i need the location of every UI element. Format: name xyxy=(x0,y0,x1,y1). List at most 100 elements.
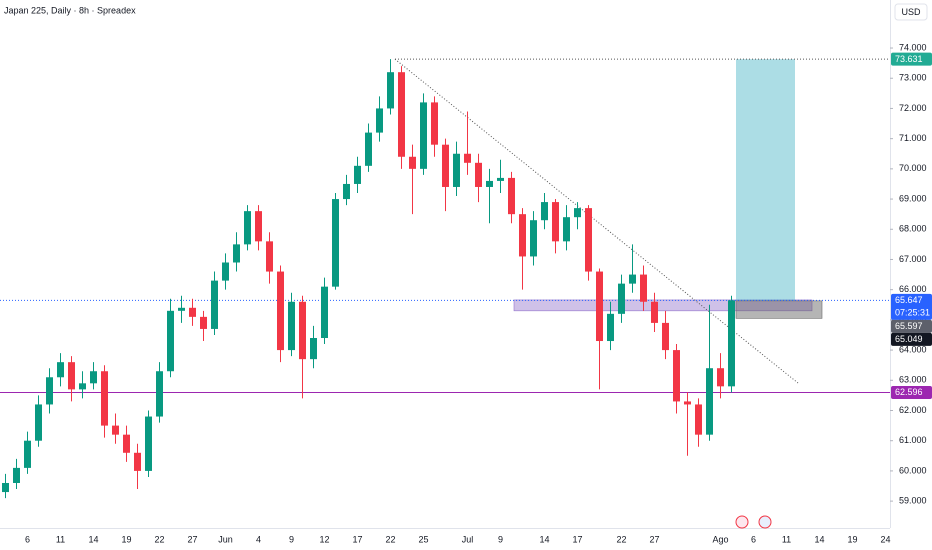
candle-body xyxy=(574,208,581,218)
candle-body xyxy=(563,217,570,242)
target-area xyxy=(736,59,795,301)
y-tick-label: 73.000 xyxy=(899,73,927,83)
candle-body xyxy=(695,404,702,435)
candle-body xyxy=(266,241,273,272)
event-icons xyxy=(735,515,772,529)
candle-body xyxy=(508,177,515,215)
price-tag xyxy=(891,52,932,66)
candle-body xyxy=(684,401,691,405)
candle-body xyxy=(277,271,284,351)
candle-body xyxy=(442,144,449,187)
candle-body xyxy=(596,271,603,342)
candle-body xyxy=(618,283,625,314)
trendline xyxy=(394,58,799,384)
candle-body xyxy=(376,108,383,133)
candle-body xyxy=(211,280,218,329)
y-tick-label: 61.000 xyxy=(899,435,927,445)
candle-body xyxy=(255,211,262,242)
candle-body xyxy=(365,132,372,166)
candle-body xyxy=(398,72,405,157)
candle-body xyxy=(706,368,713,435)
candle-body xyxy=(431,102,438,145)
x-tick-label: 22 xyxy=(616,534,626,544)
candle-body xyxy=(332,199,339,287)
candle-body xyxy=(189,307,196,317)
candle-body xyxy=(35,404,42,441)
candle-body xyxy=(728,300,735,387)
chart-title: Japan 225, Daily · 8h · Spreadex xyxy=(4,5,136,15)
candle-body xyxy=(409,156,416,169)
candle-body xyxy=(156,371,163,417)
candle-body xyxy=(79,383,86,390)
candle-body xyxy=(387,72,394,109)
x-tick-label: 9 xyxy=(498,534,503,544)
candle-body xyxy=(299,301,306,360)
candle-body xyxy=(453,153,460,187)
candle-body xyxy=(585,208,592,272)
y-tick-label: 71.000 xyxy=(899,133,927,143)
y-tick-label: 62.000 xyxy=(899,405,927,415)
x-tick-label: Jun xyxy=(218,534,233,544)
candle-body xyxy=(134,452,141,471)
candle-body xyxy=(68,362,75,390)
candle-body xyxy=(519,214,526,257)
y-tick-label: 72.000 xyxy=(899,103,927,113)
x-tick-label: 14 xyxy=(88,534,98,544)
y-tick-label: 68.000 xyxy=(899,224,927,234)
event-icon[interactable] xyxy=(735,515,749,529)
candle-body xyxy=(123,434,130,453)
x-tick-label: 27 xyxy=(187,534,197,544)
candle-body xyxy=(46,377,53,405)
candle-body xyxy=(651,301,658,323)
y-tick-label: 63.000 xyxy=(899,375,927,385)
y-tick-label: 64.000 xyxy=(899,344,927,354)
x-tick-label: Jul xyxy=(462,534,474,544)
x-tick-label: 19 xyxy=(121,534,131,544)
y-tick-label: 66.000 xyxy=(899,284,927,294)
candle-body xyxy=(629,274,636,284)
x-tick-label: 11 xyxy=(782,534,791,544)
candle-body xyxy=(200,316,207,329)
candle-body xyxy=(2,482,9,493)
candle-body xyxy=(90,371,97,384)
candle-body xyxy=(717,368,724,387)
price-tag-label: 65.049 xyxy=(895,334,923,344)
candle-body xyxy=(420,102,427,169)
candle-body xyxy=(13,467,20,483)
price-tag xyxy=(891,332,932,346)
event-icon[interactable] xyxy=(758,515,772,529)
candle-body xyxy=(541,202,548,221)
y-tick-label: 69.000 xyxy=(899,193,927,203)
candle-body xyxy=(640,274,647,302)
x-tick-label: 12 xyxy=(319,534,329,544)
x-tick-label: 19 xyxy=(847,534,857,544)
y-tick-label: 60.000 xyxy=(899,465,927,475)
candle-body xyxy=(233,244,240,263)
candle-body xyxy=(486,180,493,187)
candle-body xyxy=(145,416,152,471)
price-tag-label: 62.596 xyxy=(895,387,923,397)
x-tick-label: 27 xyxy=(649,534,659,544)
x-tick-label: 22 xyxy=(154,534,164,544)
y-tick-label: 70.000 xyxy=(899,163,927,173)
y-tick-label: 74.000 xyxy=(899,42,927,52)
x-tick-label: 25 xyxy=(418,534,428,544)
candle-body xyxy=(321,286,328,339)
x-tick-label: 14 xyxy=(539,534,549,544)
x-tick-label: 4 xyxy=(256,534,261,544)
candle-body xyxy=(24,440,31,468)
currency-button[interactable] xyxy=(894,3,928,21)
countdown: 07:25:31 xyxy=(895,308,930,318)
x-tick-label: 9 xyxy=(289,534,294,544)
candle-body xyxy=(662,322,669,351)
candle-body xyxy=(497,177,504,181)
candle-body xyxy=(310,338,317,360)
x-tick-label: 6 xyxy=(751,534,756,544)
stop-area xyxy=(735,300,823,319)
price-tag-label: 65.647 xyxy=(895,295,923,305)
x-tick-label: 17 xyxy=(572,534,582,544)
x-tick-label: 6 xyxy=(25,534,30,544)
x-tick-label: 11 xyxy=(56,534,65,544)
